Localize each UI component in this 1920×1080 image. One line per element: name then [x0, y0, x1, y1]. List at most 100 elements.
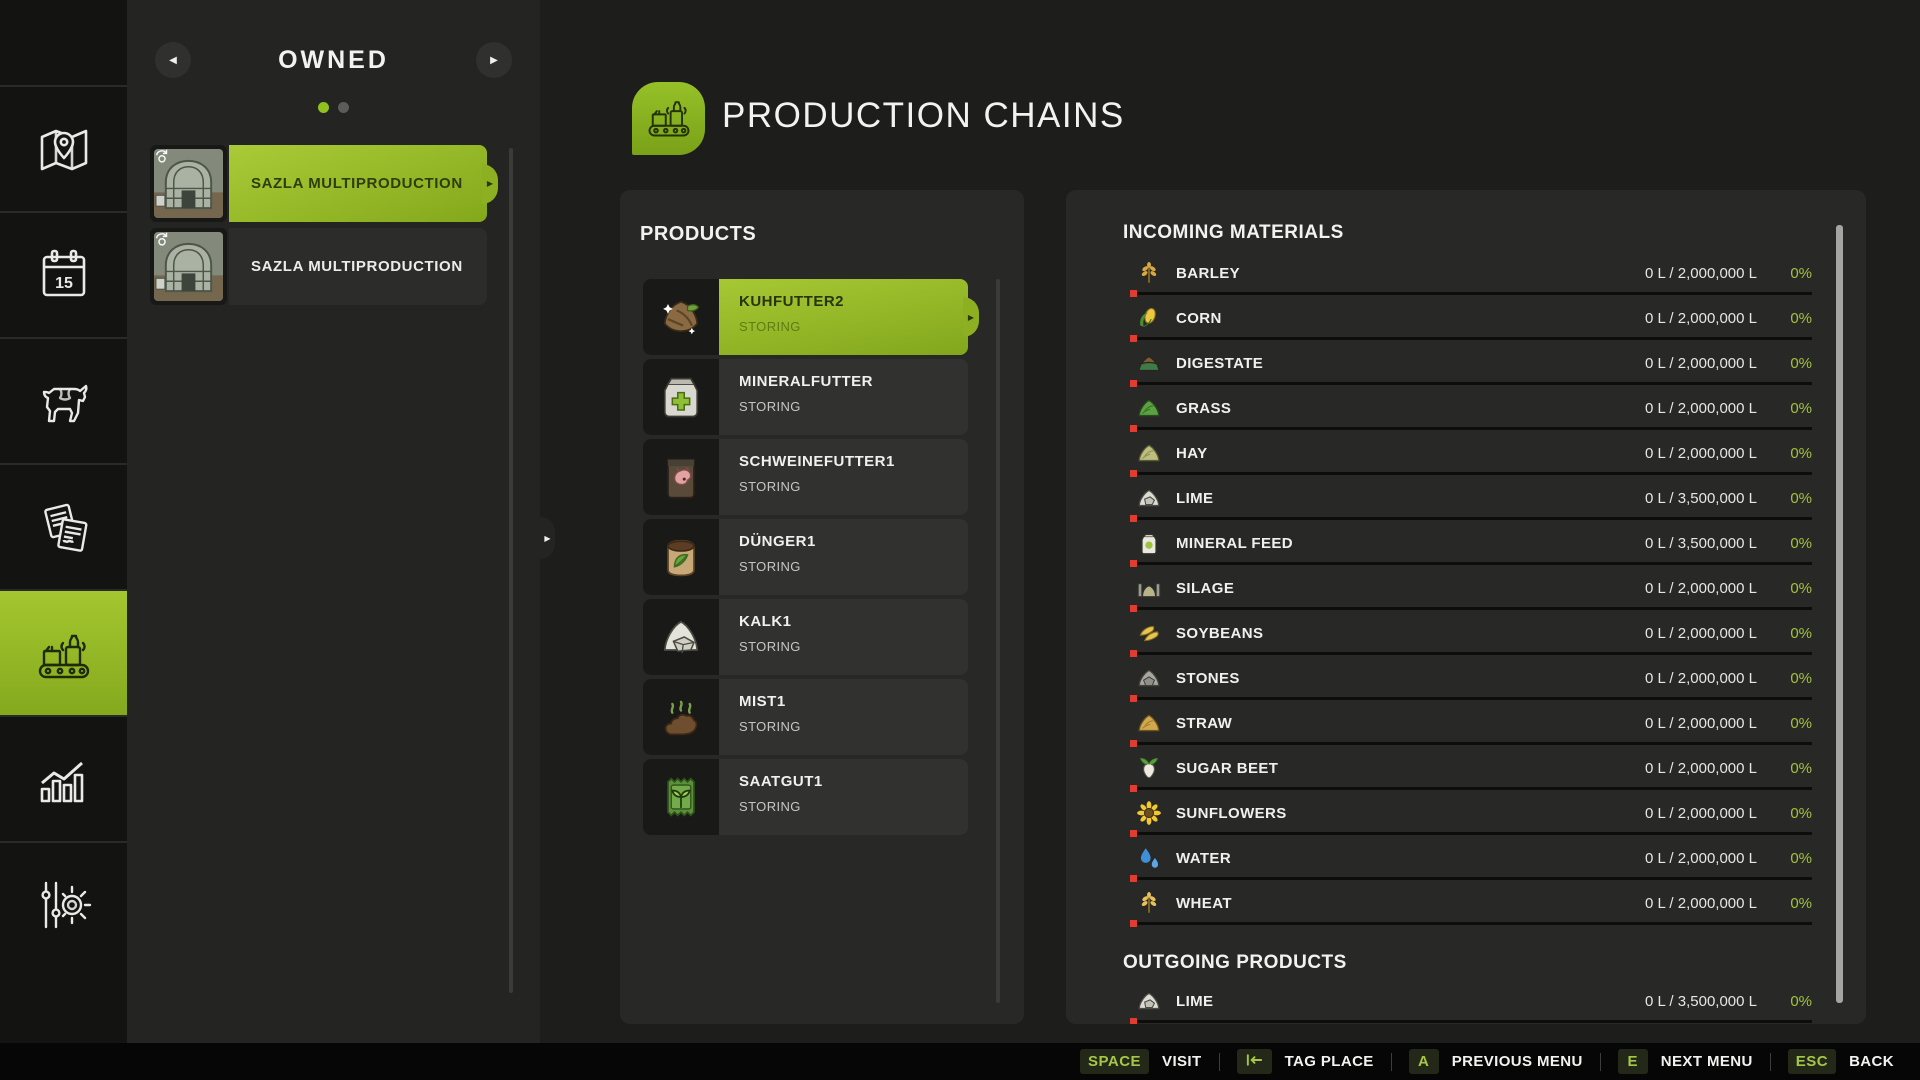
keybind-next-menu[interactable]: E NEXT MENU — [1617, 1049, 1753, 1074]
material-fill-level: 0 L / 2,000,000 L — [1644, 760, 1757, 777]
material-progress-bar — [1130, 785, 1812, 792]
product-card[interactable]: MIST1 STORING — [643, 679, 968, 755]
sidebar-item-production[interactable] — [0, 589, 127, 715]
material-row: BARLEY 0 L / 2,000,000 L 0% — [1128, 252, 1820, 297]
action-label: TAG PLACE — [1284, 1053, 1374, 1070]
arrow-left-icon: ◀ — [169, 54, 177, 66]
material-percent: 0% — [1790, 993, 1812, 1010]
next-page-button[interactable]: ▶ — [475, 42, 512, 78]
fill-marker — [1130, 830, 1137, 837]
fertilizer-icon — [643, 519, 719, 595]
fill-marker — [1130, 695, 1137, 702]
material-row: SUNFLOWERS 0 L / 2,000,000 L 0% — [1128, 792, 1820, 837]
keybind-visit[interactable]: SPACE VISIT — [1079, 1049, 1202, 1074]
material-percent: 0% — [1790, 490, 1812, 507]
material-name: SILAGE — [1176, 580, 1235, 597]
corn-icon — [1136, 305, 1162, 331]
grass-icon — [1136, 395, 1162, 421]
material-row: WHEAT 0 L / 2,000,000 L 0% — [1128, 882, 1820, 927]
fill-marker — [1130, 605, 1137, 612]
material-fill-level: 0 L / 2,000,000 L — [1644, 445, 1757, 462]
building-thumbnail — [150, 228, 227, 305]
product-card[interactable]: KALK1 STORING — [643, 599, 968, 675]
barley-icon — [1136, 260, 1162, 286]
pager-dot-2[interactable] — [338, 102, 349, 113]
hay-icon — [1136, 440, 1162, 466]
keybind-previous-menu[interactable]: A PREVIOUS MENU — [1408, 1049, 1583, 1074]
material-percent: 0% — [1790, 850, 1812, 867]
materials-scrollbar[interactable] — [1836, 225, 1843, 1003]
products-scrollbar[interactable] — [996, 279, 1000, 1003]
product-name: MINERALFUTTER — [739, 373, 873, 390]
incoming-materials-title: INCOMING MATERIALS — [1123, 222, 1344, 243]
pager-dot-1[interactable] — [318, 102, 329, 113]
product-card[interactable]: SAATGUT1 STORING — [643, 759, 968, 835]
owned-building-card[interactable]: SAZLA MULTIPRODUCTION — [150, 228, 487, 305]
key-cap: ESC — [1787, 1049, 1837, 1074]
production-icon — [32, 621, 96, 685]
lime-pile-icon — [643, 599, 719, 675]
stones-icon — [1136, 665, 1162, 691]
material-row: CORN 0 L / 2,000,000 L 0% — [1128, 297, 1820, 342]
product-status: STORING — [739, 319, 801, 334]
cow-feed-icon — [643, 279, 719, 355]
map-icon — [32, 117, 96, 181]
material-name: LIME — [1176, 993, 1214, 1010]
settings-icon — [32, 873, 96, 937]
material-progress-bar — [1130, 1018, 1812, 1024]
panel-expand-handle[interactable]: ▶ — [540, 517, 555, 559]
sidebar-item-statistics[interactable] — [0, 715, 127, 841]
material-fill-level: 0 L / 3,500,000 L — [1644, 490, 1757, 507]
animals-icon — [32, 369, 96, 433]
pig-feed-icon — [643, 439, 719, 515]
sidebar-item-settings[interactable] — [0, 841, 127, 967]
key-cap: SPACE — [1079, 1049, 1150, 1074]
material-fill-level: 0 L / 2,000,000 L — [1644, 895, 1757, 912]
owned-scrollbar[interactable] — [509, 148, 513, 993]
straw-icon — [1136, 710, 1162, 736]
keybind-tag-place[interactable]: TAG PLACE — [1236, 1049, 1374, 1074]
material-fill-level: 0 L / 3,500,000 L — [1644, 993, 1757, 1010]
fill-marker — [1130, 560, 1137, 567]
prev-page-button[interactable]: ◀ — [155, 42, 191, 78]
material-name: GRASS — [1176, 400, 1232, 417]
owned-panel-title: OWNED — [278, 45, 389, 74]
product-card[interactable]: SCHWEINEFUTTER1 STORING — [643, 439, 968, 515]
material-name: STRAW — [1176, 715, 1233, 732]
material-progress-bar — [1130, 290, 1812, 297]
sidebar-item-contracts[interactable] — [0, 463, 127, 589]
material-name: BARLEY — [1176, 265, 1241, 282]
keybind-back[interactable]: ESC BACK — [1787, 1049, 1894, 1074]
product-card[interactable]: KUHFUTTER2 STORING ▶ — [643, 279, 979, 355]
production-chains-badge — [632, 82, 705, 155]
sidebar-item-animals[interactable] — [0, 337, 127, 463]
products-panel: PRODUCTS KUHFUTTER2 STORING ▶ MINERALFUTTER… — [620, 190, 1024, 1024]
fill-marker — [1130, 785, 1137, 792]
contracts-icon — [32, 495, 96, 559]
material-fill-level: 0 L / 2,000,000 L — [1644, 715, 1757, 732]
separator — [1599, 1052, 1601, 1071]
product-status: STORING — [739, 639, 801, 654]
sidebar-item-map[interactable] — [0, 85, 127, 211]
fill-marker — [1130, 875, 1137, 882]
product-name: KUHFUTTER2 — [739, 293, 844, 310]
material-fill-level: 0 L / 2,000,000 L — [1644, 670, 1757, 687]
product-card[interactable]: MINERALFUTTER STORING — [643, 359, 968, 435]
fill-marker — [1130, 335, 1137, 342]
sunflowers-icon — [1136, 800, 1162, 826]
action-label: NEXT MENU — [1660, 1053, 1753, 1070]
material-row: SOYBEANS 0 L / 2,000,000 L 0% — [1128, 612, 1820, 657]
manure-icon — [643, 679, 719, 755]
key-cap: A — [1408, 1049, 1439, 1074]
sidebar-item-calendar[interactable]: 15 — [0, 211, 127, 337]
fill-marker — [1130, 650, 1137, 657]
calendar-icon: 15 — [32, 243, 96, 307]
owned-building-card[interactable]: SAZLA MULTIPRODUCTION ▶ — [150, 145, 498, 222]
action-label: VISIT — [1162, 1053, 1202, 1070]
material-row: MINERAL FEED 0 L / 3,500,000 L 0% — [1128, 522, 1820, 567]
material-fill-level: 0 L / 2,000,000 L — [1644, 580, 1757, 597]
fill-marker — [1130, 920, 1137, 927]
material-progress-bar — [1130, 560, 1812, 567]
sidebar: 15 — [0, 0, 127, 1043]
product-card[interactable]: DÜNGER1 STORING — [643, 519, 968, 595]
